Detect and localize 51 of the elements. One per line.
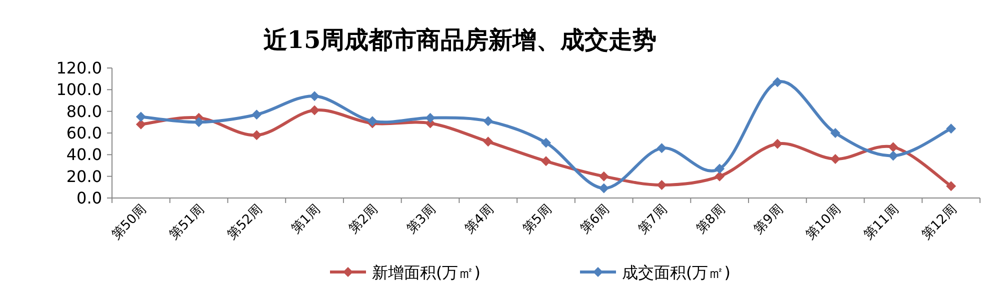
point: [136, 112, 146, 122]
x-tick-label: 第52周: [224, 202, 266, 243]
point: [598, 183, 609, 194]
y-tick-label: 40.0: [66, 145, 102, 164]
point: [252, 130, 262, 140]
point: [888, 150, 898, 161]
x-tick-label: 第5周: [520, 202, 555, 238]
point: [541, 156, 551, 166]
point: [310, 91, 320, 102]
point: [946, 124, 956, 134]
x-tick-label: 第2周: [346, 202, 382, 238]
x-tick-label: 第11周: [861, 202, 902, 243]
point: [830, 128, 840, 138]
x-tick-label: 第50周: [109, 202, 150, 243]
chart-title: 近15周成都市商品房新增、成交走势: [263, 25, 657, 54]
x-tick-label: 第51周: [166, 202, 208, 243]
y-tick-label: 20.0: [66, 166, 102, 186]
point: [830, 154, 840, 164]
point: [252, 110, 262, 120]
point: [425, 112, 436, 123]
point: [714, 164, 725, 174]
point: [483, 116, 494, 126]
point: [772, 138, 782, 149]
point: [772, 77, 782, 88]
legend-label: 新增面积(万㎡): [372, 263, 480, 282]
point: [656, 143, 667, 154]
point: [656, 180, 667, 190]
y-tick-label: 120.0: [56, 58, 102, 78]
x-tick-label: 第12周: [919, 202, 960, 243]
point: [194, 117, 204, 128]
x-tick-label: 第3周: [404, 202, 440, 238]
y-tick-label: 60.0: [66, 124, 102, 142]
x-tick-label: 第4周: [462, 202, 497, 238]
x-tick-label: 第10周: [803, 202, 844, 243]
y-tick-label: 80.0: [66, 102, 102, 121]
legend-label: 成交面积(万㎡): [622, 263, 730, 282]
x-tick-label: 第8周: [694, 202, 728, 238]
point: [946, 181, 956, 192]
x-tick-label: 第1周: [288, 202, 324, 238]
x-tick-label: 第9周: [751, 202, 786, 238]
point: [714, 171, 725, 182]
point: [483, 136, 494, 147]
y-tick-label: 0.0: [76, 188, 102, 208]
point: [310, 105, 320, 116]
point: [136, 119, 146, 130]
y-tick-label: 100.0: [56, 80, 102, 100]
point: [598, 171, 609, 182]
x-tick-label: 第7周: [636, 202, 671, 238]
x-tick-label: 第6周: [578, 202, 613, 238]
point: [541, 138, 551, 148]
point: [888, 142, 898, 152]
